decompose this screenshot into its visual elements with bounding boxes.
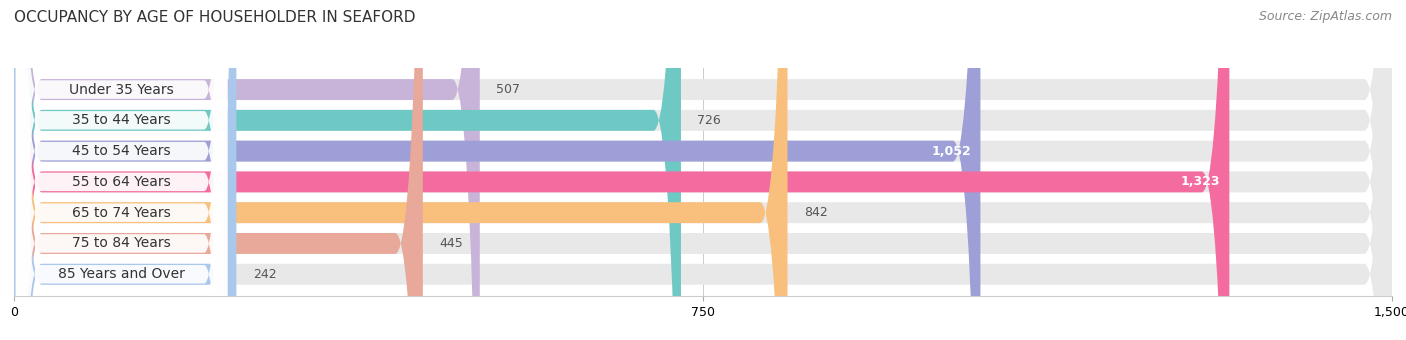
FancyBboxPatch shape bbox=[14, 0, 787, 340]
FancyBboxPatch shape bbox=[14, 0, 1392, 340]
Text: 445: 445 bbox=[439, 237, 463, 250]
Text: 726: 726 bbox=[697, 114, 721, 127]
Text: 242: 242 bbox=[253, 268, 277, 281]
Text: OCCUPANCY BY AGE OF HOUSEHOLDER IN SEAFORD: OCCUPANCY BY AGE OF HOUSEHOLDER IN SEAFO… bbox=[14, 10, 416, 25]
FancyBboxPatch shape bbox=[15, 0, 228, 340]
FancyBboxPatch shape bbox=[14, 0, 1392, 340]
FancyBboxPatch shape bbox=[14, 0, 1392, 340]
FancyBboxPatch shape bbox=[14, 0, 236, 340]
Text: 55 to 64 Years: 55 to 64 Years bbox=[72, 175, 172, 189]
FancyBboxPatch shape bbox=[15, 0, 228, 340]
FancyBboxPatch shape bbox=[15, 0, 228, 340]
FancyBboxPatch shape bbox=[14, 0, 1392, 340]
FancyBboxPatch shape bbox=[15, 0, 228, 340]
FancyBboxPatch shape bbox=[14, 0, 423, 340]
Text: Source: ZipAtlas.com: Source: ZipAtlas.com bbox=[1258, 10, 1392, 23]
FancyBboxPatch shape bbox=[15, 0, 228, 340]
Text: 45 to 54 Years: 45 to 54 Years bbox=[72, 144, 172, 158]
FancyBboxPatch shape bbox=[14, 0, 681, 340]
FancyBboxPatch shape bbox=[14, 0, 479, 340]
Text: 75 to 84 Years: 75 to 84 Years bbox=[72, 236, 172, 251]
FancyBboxPatch shape bbox=[15, 0, 228, 340]
Text: 1,052: 1,052 bbox=[932, 144, 972, 158]
FancyBboxPatch shape bbox=[14, 0, 1229, 340]
FancyBboxPatch shape bbox=[14, 0, 980, 340]
Text: 842: 842 bbox=[804, 206, 828, 219]
Text: Under 35 Years: Under 35 Years bbox=[69, 83, 174, 97]
FancyBboxPatch shape bbox=[14, 0, 1392, 340]
Text: 65 to 74 Years: 65 to 74 Years bbox=[72, 206, 172, 220]
FancyBboxPatch shape bbox=[15, 0, 228, 340]
Text: 507: 507 bbox=[496, 83, 520, 96]
FancyBboxPatch shape bbox=[14, 0, 1392, 340]
Text: 85 Years and Over: 85 Years and Over bbox=[58, 267, 186, 281]
Text: 1,323: 1,323 bbox=[1181, 175, 1220, 188]
FancyBboxPatch shape bbox=[14, 0, 1392, 340]
Text: 35 to 44 Years: 35 to 44 Years bbox=[72, 113, 172, 128]
